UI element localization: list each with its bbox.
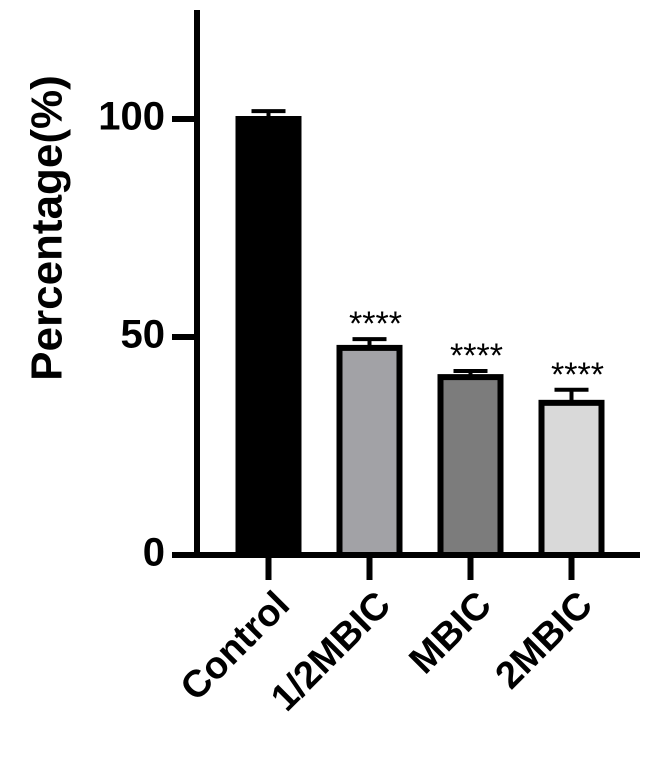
significance-label: **** (450, 337, 503, 375)
bar (235, 116, 302, 558)
bar (437, 374, 504, 558)
y-axis-label: Percentage(%) (23, 75, 72, 381)
y-tick-label: 50 (121, 313, 166, 357)
y-tick-label: 0 (143, 531, 165, 575)
y-tick-label: 100 (98, 95, 165, 139)
bar (538, 399, 605, 558)
bar (336, 344, 403, 558)
x-tick-label: MBIC (402, 584, 500, 682)
x-tick-label: 2MBIC (488, 584, 601, 697)
significance-label: **** (551, 356, 604, 394)
significance-label: **** (349, 305, 402, 343)
